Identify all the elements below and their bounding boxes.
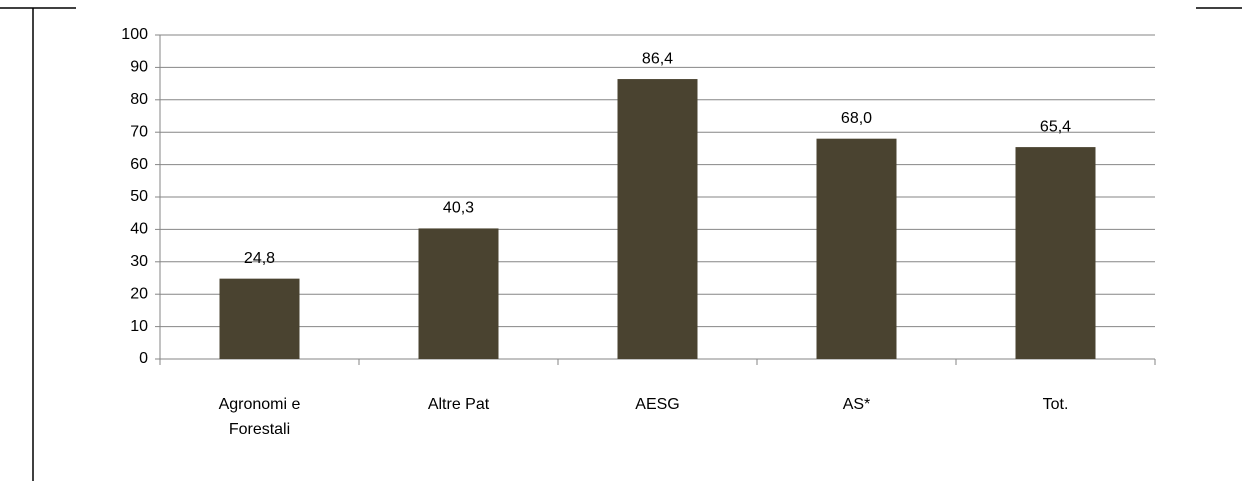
bar [418,228,499,359]
y-tick-label: 0 [139,350,148,367]
bar [219,278,300,359]
x-tick-label: Altre Pat [427,396,490,413]
y-tick-label: 50 [130,188,148,205]
data-label: 24,8 [244,250,275,267]
x-tick-label: Tot. [1042,396,1069,413]
data-label: 65,4 [1040,118,1071,135]
data-label: 40,3 [443,200,474,217]
y-tick-label: 60 [130,156,148,173]
x-tick-label: AESG [635,396,680,413]
data-label: 86,4 [642,50,673,67]
y-tick-label: 80 [130,91,148,108]
bar [617,79,698,360]
y-tick-label: 20 [130,285,148,302]
y-tick-label: 70 [130,123,148,140]
y-tick-label: 40 [130,221,148,238]
x-tick-label: Agronomi e Forestali [218,396,301,438]
y-tick-label: 100 [121,26,148,43]
y-tick-label: 90 [130,59,148,76]
bar [816,138,897,359]
y-tick-label: 30 [130,253,148,270]
data-label: 68,0 [841,110,872,127]
x-tick-label: AS* [842,396,871,413]
bar [1015,147,1096,359]
y-tick-label: 10 [130,318,148,335]
